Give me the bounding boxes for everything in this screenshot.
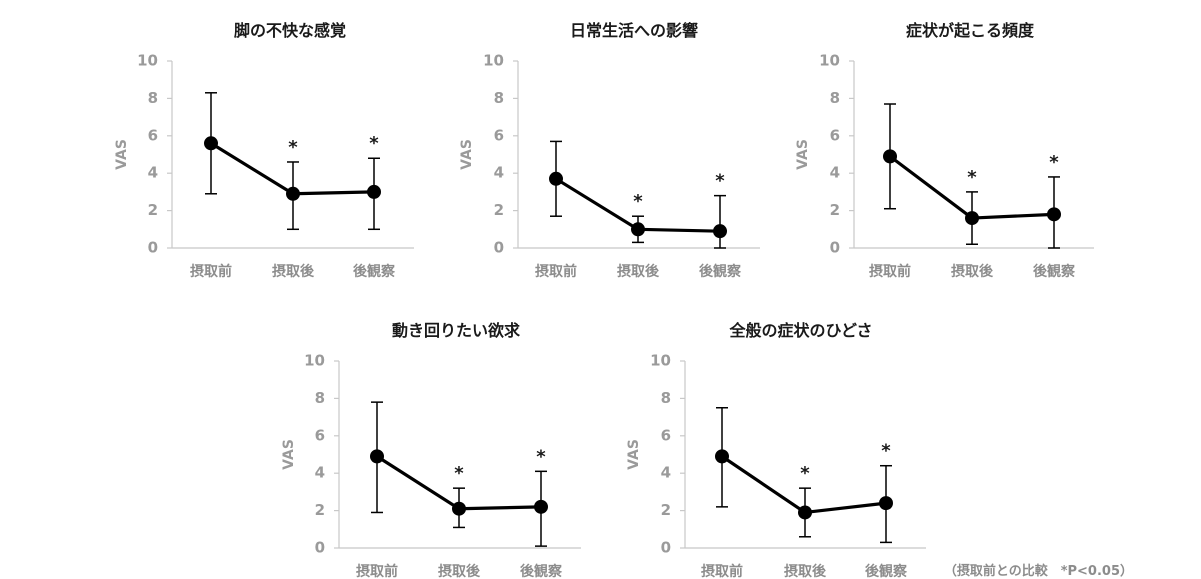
y-axis-label: VAS xyxy=(459,139,475,170)
significance-marker: * xyxy=(633,191,643,212)
significance-footnote: （摂取前との比較 *P<0.05） xyxy=(944,563,1133,579)
chart-panel: 全般の症状のひどさ VAS 0 2 4 6 8 10 摂取前 摂取後 後観察 * * xyxy=(626,321,926,579)
data-point xyxy=(204,136,218,151)
y-tick-label: 4 xyxy=(494,164,504,182)
y-tick-label: 6 xyxy=(830,126,840,144)
y-tick-label: 2 xyxy=(315,501,325,519)
y-tick-label: 6 xyxy=(661,426,671,444)
y-tick-label: 10 xyxy=(483,52,504,70)
y-tick-label: 6 xyxy=(148,126,158,144)
y-tick-label: 10 xyxy=(304,352,325,370)
y-tick-label: 10 xyxy=(819,52,840,70)
chart-title: 全般の症状のひどさ xyxy=(728,321,872,340)
y-axis-label: VAS xyxy=(281,439,297,470)
x-tick-label: 摂取後 xyxy=(272,263,315,280)
significance-marker: * xyxy=(800,463,810,484)
data-point xyxy=(798,505,812,520)
y-axis-label: VAS xyxy=(795,139,811,170)
chart-panel: 動き回りたい欲求 VAS 0 2 4 6 8 10 摂取前 摂取後 後観察 * * xyxy=(281,321,581,579)
x-tick-label: 後観察 xyxy=(865,563,908,579)
y-tick-label: 8 xyxy=(661,389,671,407)
x-tick-label: 後観察 xyxy=(520,563,563,579)
x-tick-label: 摂取前 xyxy=(356,563,398,579)
x-tick-label: 摂取後 xyxy=(951,263,994,280)
y-tick-label: 8 xyxy=(830,89,840,107)
data-point xyxy=(715,449,729,464)
x-tick-label: 摂取前 xyxy=(869,263,911,280)
x-tick-label: 摂取後 xyxy=(617,263,660,280)
y-tick-label: 10 xyxy=(650,352,671,370)
significance-marker: * xyxy=(369,133,379,154)
y-tick-label: 2 xyxy=(494,201,504,219)
y-tick-label: 6 xyxy=(494,126,504,144)
data-point xyxy=(549,171,563,186)
y-axis-label: VAS xyxy=(626,439,642,470)
y-tick-label: 2 xyxy=(661,501,671,519)
y-tick-label: 8 xyxy=(148,89,158,107)
significance-marker: * xyxy=(536,446,546,467)
y-axis-label: VAS xyxy=(114,139,130,170)
data-point xyxy=(631,222,645,237)
y-tick-label: 2 xyxy=(830,201,840,219)
x-tick-label: 摂取前 xyxy=(701,563,743,579)
data-point xyxy=(879,496,893,511)
chart-panel: 日常生活への影響 VAS 0 2 4 6 8 10 摂取前 摂取後 後観察 * * xyxy=(459,21,760,280)
data-point xyxy=(452,501,466,516)
chart-title: 動き回りたい欲求 xyxy=(392,321,521,340)
y-tick-label: 4 xyxy=(830,164,840,182)
significance-marker: * xyxy=(715,171,725,192)
y-tick-label: 10 xyxy=(137,52,158,70)
data-point xyxy=(965,211,979,226)
significance-marker: * xyxy=(454,463,464,484)
y-tick-label: 0 xyxy=(494,239,504,257)
chart-title: 日常生活への影響 xyxy=(570,21,698,40)
significance-marker: * xyxy=(967,167,977,188)
x-tick-label: 後観察 xyxy=(353,263,396,280)
y-tick-label: 4 xyxy=(315,464,325,482)
x-tick-label: 摂取後 xyxy=(438,563,481,579)
x-tick-label: 後観察 xyxy=(1033,263,1076,280)
y-tick-label: 0 xyxy=(148,239,158,257)
data-point xyxy=(883,149,897,164)
y-tick-label: 8 xyxy=(315,389,325,407)
significance-marker: * xyxy=(1049,152,1059,173)
y-tick-label: 4 xyxy=(148,164,158,182)
significance-marker: * xyxy=(288,137,298,158)
x-tick-label: 摂取後 xyxy=(784,563,827,579)
chart-title: 脚の不快な感覚 xyxy=(234,21,346,40)
data-point xyxy=(367,184,381,199)
y-tick-label: 4 xyxy=(661,464,671,482)
data-point xyxy=(713,224,727,239)
x-tick-label: 摂取前 xyxy=(535,263,577,280)
y-tick-label: 2 xyxy=(148,201,158,219)
data-point xyxy=(534,499,548,514)
chart-title: 症状が起こる頻度 xyxy=(906,21,1035,40)
chart-panel: 脚の不快な感覚 VAS 0 2 4 6 8 10 摂取前 摂取後 後観察 * * xyxy=(114,21,414,280)
y-tick-label: 0 xyxy=(830,239,840,257)
data-point xyxy=(370,449,384,464)
y-tick-label: 6 xyxy=(315,426,325,444)
chart-panel: 症状が起こる頻度 VAS 0 2 4 6 8 10 摂取前 摂取後 後観察 * * xyxy=(795,21,1094,280)
y-tick-label: 0 xyxy=(315,539,325,557)
x-tick-label: 摂取前 xyxy=(190,263,232,280)
data-point xyxy=(1047,207,1061,222)
y-tick-label: 0 xyxy=(661,539,671,557)
significance-marker: * xyxy=(881,441,891,462)
y-tick-label: 8 xyxy=(494,89,504,107)
x-tick-label: 後観察 xyxy=(699,263,742,280)
data-point xyxy=(286,186,300,201)
